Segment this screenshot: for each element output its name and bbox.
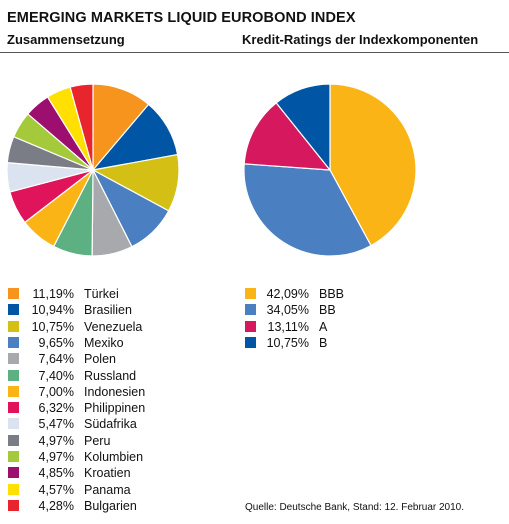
subtitle-composition: Zusammensetzung	[7, 32, 125, 47]
chart-title: EMERGING MARKETS LIQUID EUROBOND INDEX	[7, 10, 356, 26]
legend-swatch	[245, 336, 256, 348]
legend-swatch	[8, 418, 19, 430]
legend-percentage: 4,97%	[38, 450, 74, 464]
legend-label: Brasilien	[84, 303, 132, 318]
legend-swatch	[245, 320, 256, 332]
legend-percentage: 4,85%	[38, 466, 74, 481]
legend-swatch	[245, 288, 256, 299]
legend-percentage: 7,40%	[38, 368, 74, 383]
legend-label: Indonesien	[84, 384, 146, 399]
legend-swatch	[8, 320, 19, 332]
subtitle-credit-ratings: Kredit-Ratings der Indexkomponenten	[242, 32, 479, 47]
legend-label: Peru	[84, 433, 111, 448]
legend-label: B	[319, 335, 328, 350]
legend-label: Kolumbien	[84, 450, 144, 464]
legend-percentage: 6,32%	[38, 401, 74, 416]
legend-swatch	[8, 467, 19, 479]
legend-percentage: 7,00%	[38, 384, 74, 399]
legend-label: Panama	[84, 482, 131, 497]
legend-label: BBB	[319, 287, 345, 301]
legend-percentage: 4,57%	[38, 482, 74, 497]
legend-percentage: 10,94%	[31, 303, 74, 318]
legend-swatch	[8, 353, 19, 365]
legend-percentage: 13,11%	[267, 319, 309, 334]
legend-label: Polen	[84, 352, 116, 367]
legend-label: Südafrika	[84, 417, 137, 432]
legend-label: Venezuela	[84, 319, 143, 334]
legend-percentage: 9,65%	[38, 335, 74, 350]
legend-percentage: 10,75%	[31, 319, 74, 334]
header-divider	[0, 52, 509, 53]
legend-swatch	[8, 304, 19, 316]
composition-legend: 11,19% Türkei 10,94% Brasilien 10,75% Venezue…	[8, 286, 238, 518]
legend-label: Bulgarien	[84, 498, 137, 513]
legend-swatch	[8, 288, 19, 299]
ratings-pie-chart	[243, 83, 417, 257]
legend-swatch	[8, 434, 19, 446]
legend-label: A	[319, 319, 328, 334]
legend-swatch	[8, 483, 19, 495]
composition-pie-chart	[6, 83, 180, 257]
pie-slice-bb	[243, 163, 372, 257]
legend-percentage: 5,47%	[38, 417, 74, 432]
pie-slice-b	[275, 83, 331, 172]
legend-percentage: 34,05%	[266, 303, 309, 318]
legend-label: Mexiko	[84, 335, 124, 350]
legend-swatch	[8, 402, 19, 414]
legend-percentage: 4,97%	[38, 433, 74, 448]
legend-label: Russland	[84, 368, 137, 383]
legend-percentage: 42,09%	[266, 287, 309, 301]
legend-swatch	[8, 369, 19, 381]
legend-percentage: 11,19%	[32, 287, 74, 301]
ratings-legend: 42,09% BBB 34,05% BB 13,11% A 10,75% B	[245, 286, 445, 356]
legend-percentage: 10,75%	[266, 335, 309, 350]
pie-slice-bulgarien	[69, 83, 94, 171]
legend-percentage: 7,64%	[38, 352, 74, 367]
pie-slice-a	[243, 102, 332, 171]
legend-label: Kroatien	[84, 466, 131, 481]
source-note: Quelle: Deutsche Bank, Stand: 12. Februa…	[245, 502, 465, 513]
legend-label: BB	[319, 303, 336, 318]
legend-label: Philippinen	[84, 401, 146, 416]
legend-swatch	[8, 499, 19, 511]
legend-swatch	[8, 385, 19, 397]
legend-label: Türkei	[84, 287, 119, 301]
legend-swatch	[8, 336, 19, 348]
legend-swatch	[8, 451, 19, 462]
legend-swatch	[245, 304, 256, 316]
legend-percentage: 4,28%	[38, 498, 74, 513]
pie-slice-bbb	[329, 83, 417, 247]
